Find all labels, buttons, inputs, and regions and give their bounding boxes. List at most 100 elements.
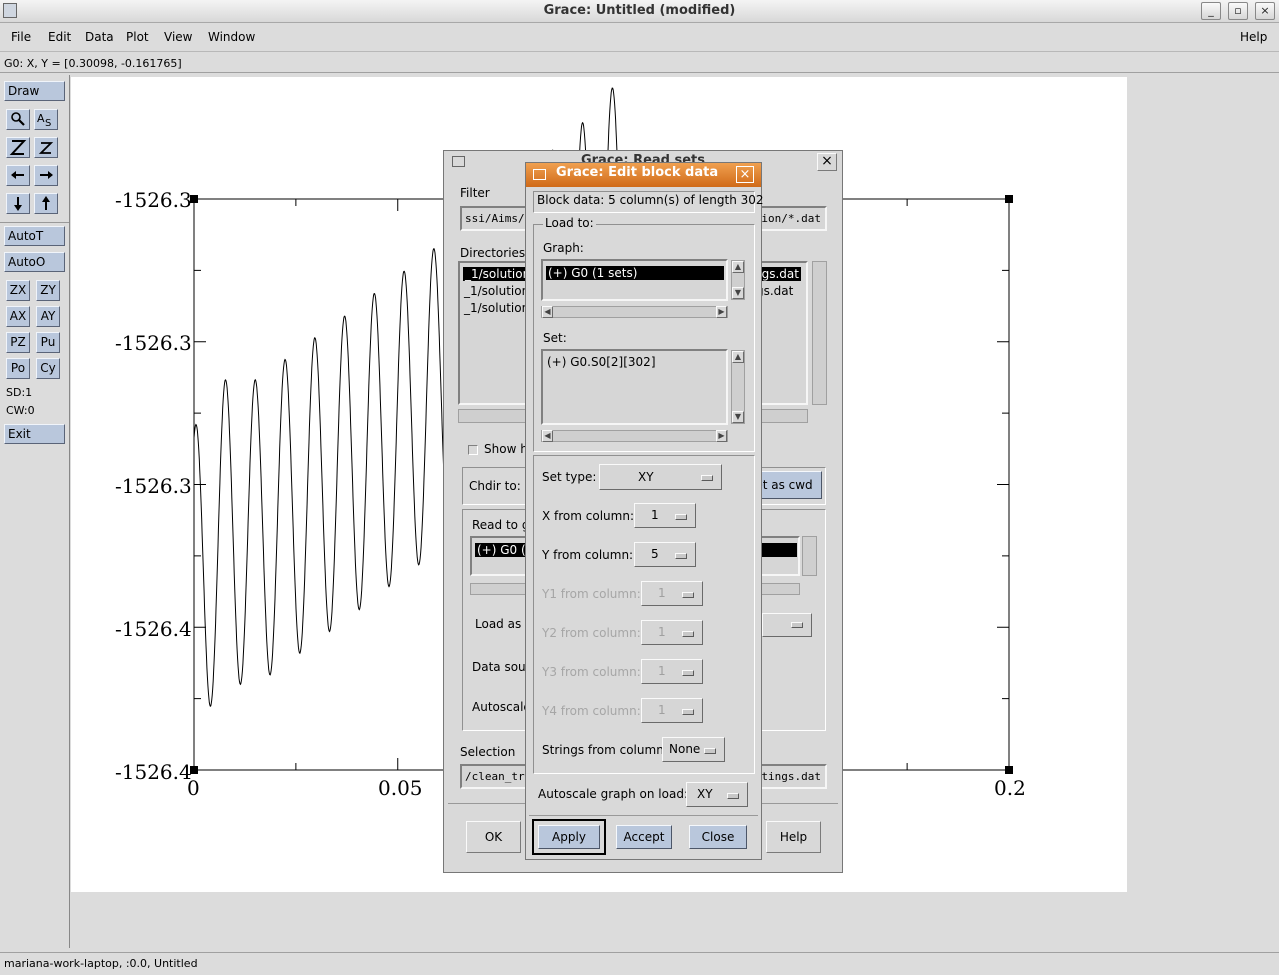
y-column-select[interactable]: 5: [634, 542, 696, 567]
scroll-right-icon[interactable]: ▶: [716, 306, 727, 318]
push-zoom-button[interactable]: PZ: [6, 332, 30, 353]
y-tick-label: -1526.3: [115, 474, 192, 498]
autoscale-on-load-select[interactable]: XY: [686, 782, 748, 807]
vertical-scrollbar[interactable]: ▲ ▼: [731, 350, 745, 424]
file-list-item[interactable]: gs.dat: [756, 284, 794, 298]
draw-button[interactable]: Draw: [4, 81, 65, 101]
autotick-button[interactable]: AutoT: [4, 226, 65, 246]
maximize-button[interactable]: ▫: [1228, 2, 1248, 20]
arrow-right-icon[interactable]: [34, 165, 58, 186]
horizontal-scrollbar[interactable]: ◀ ▶: [541, 430, 728, 442]
strings-column-value: None: [669, 742, 701, 756]
menu-window[interactable]: Window: [208, 30, 256, 44]
zoom-x-button[interactable]: ZX: [6, 280, 30, 301]
scroll-left-icon[interactable]: ◀: [542, 306, 553, 318]
apply-button[interactable]: Apply: [538, 825, 600, 849]
list-item[interactable]: (+) G0.S0[2][302]: [547, 355, 656, 369]
strings-column-select[interactable]: None: [662, 737, 725, 762]
dialog-menu-icon[interactable]: [452, 156, 465, 167]
selection-handles: [190, 195, 1013, 774]
edit-block-dialog: Grace: Edit block data × Block data: 5 c…: [525, 162, 764, 860]
load-as-select[interactable]: [762, 613, 812, 637]
file-list-item[interactable]: ngs.dat: [752, 267, 801, 281]
set-list[interactable]: (+) G0.S0[2][302]: [541, 349, 728, 425]
autoscale-x-button[interactable]: AX: [6, 306, 30, 327]
x-tick-label: 0.2: [994, 776, 1026, 800]
cycle-button[interactable]: Cy: [36, 358, 60, 379]
scroll-up-icon[interactable]: ▲: [732, 261, 744, 273]
y-tick-label: -1526.4: [115, 760, 192, 784]
ok-button[interactable]: OK: [466, 821, 521, 853]
y4-column-select: 1: [641, 698, 703, 723]
pop-button[interactable]: Po: [6, 358, 30, 379]
list-item[interactable]: (+) G0 (1 sets): [546, 266, 724, 280]
menu-help[interactable]: Help: [1240, 30, 1268, 44]
minimize-button[interactable]: _: [1201, 2, 1221, 20]
show-hidden-checkbox[interactable]: [468, 445, 478, 455]
menu-data[interactable]: Data: [85, 30, 114, 44]
menu-edit[interactable]: Edit: [48, 30, 72, 44]
horizontal-scrollbar[interactable]: ◀ ▶: [541, 306, 728, 318]
close-button[interactable]: Close: [689, 825, 747, 849]
selection-value: /clean_tre: [465, 770, 532, 783]
vertical-scrollbar[interactable]: ▲ ▼: [731, 260, 745, 300]
scroll-left-icon[interactable]: ◀: [542, 430, 553, 442]
vertical-scrollbar[interactable]: [812, 261, 827, 405]
y-column-label: Y from column:: [542, 548, 634, 562]
window-close-button[interactable]: ×: [1255, 2, 1275, 20]
autoscale-button[interactable]: AutoO: [4, 252, 65, 272]
arrow-down-icon[interactable]: [6, 193, 30, 214]
list-item[interactable]: _1/solution: [463, 267, 525, 281]
scroll-down-icon[interactable]: ▼: [732, 411, 744, 423]
svg-text:A: A: [37, 112, 45, 125]
dialog-menu-icon[interactable]: [533, 169, 546, 180]
y2-column-select: 1: [641, 620, 703, 645]
scroll-down-icon[interactable]: ▼: [732, 287, 744, 299]
chdir-label: Chdir to:: [469, 479, 521, 493]
zoom-icon[interactable]: [6, 109, 30, 130]
filter-value: ssi/Aims/a: [465, 212, 532, 225]
list-item[interactable]: _1/solution: [464, 284, 530, 298]
close-icon[interactable]: ×: [736, 166, 754, 183]
edit-block-title: Grace: Edit block data: [556, 165, 719, 180]
list-item[interactable]: _1/solution: [464, 301, 530, 315]
zoom-z-small-icon[interactable]: [34, 137, 58, 158]
close-icon[interactable]: ×: [817, 153, 837, 171]
x-column-label: X from column:: [542, 509, 634, 523]
set-type-value: XY: [638, 470, 654, 484]
set-type-label: Set type:: [542, 470, 597, 484]
exit-button[interactable]: Exit: [4, 424, 65, 444]
zoom-y-button[interactable]: ZY: [36, 280, 60, 301]
set-type-select[interactable]: XY: [599, 464, 722, 490]
zoom-z-icon[interactable]: [6, 137, 30, 158]
menu-bar: File Edit Data Plot View Window Help: [0, 25, 1279, 52]
menu-plot[interactable]: Plot: [126, 30, 149, 44]
y3-column-value: 1: [658, 664, 666, 678]
menu-view[interactable]: View: [164, 30, 193, 44]
window-title: Grace: Untitled (modified): [543, 3, 736, 18]
load-to-label: Load to:: [543, 216, 596, 230]
accept-button[interactable]: Accept: [616, 825, 672, 849]
menu-file[interactable]: File: [11, 30, 32, 44]
block-info-frame: [533, 191, 755, 213]
help-button[interactable]: Help: [766, 821, 821, 853]
autoscale-y-button[interactable]: AY: [36, 306, 60, 327]
arrow-left-icon[interactable]: [6, 165, 30, 186]
push-button[interactable]: Pu: [36, 332, 60, 353]
vertical-scrollbar[interactable]: [802, 536, 817, 576]
edit-block-title-bar: [526, 163, 761, 187]
autoscale-label: Autoscale: [472, 700, 531, 714]
coordinate-readout: G0: X, Y = [0.30098, -0.161765]: [0, 54, 1279, 73]
default-button-ring: [532, 819, 606, 855]
graph-list[interactable]: (+) G0 (1 sets): [541, 259, 728, 301]
x-column-select[interactable]: 1: [634, 503, 696, 528]
y1-column-value: 1: [658, 586, 666, 600]
arrow-up-icon[interactable]: [34, 193, 58, 214]
set-label: Set:: [543, 331, 567, 345]
filter-value-tail: tion/*.dat: [754, 212, 821, 225]
read-to-label: Read to g: [472, 518, 530, 532]
x-tick-label: 0.05: [378, 776, 423, 800]
scroll-right-icon[interactable]: ▶: [716, 430, 727, 442]
scroll-up-icon[interactable]: ▲: [732, 351, 744, 363]
